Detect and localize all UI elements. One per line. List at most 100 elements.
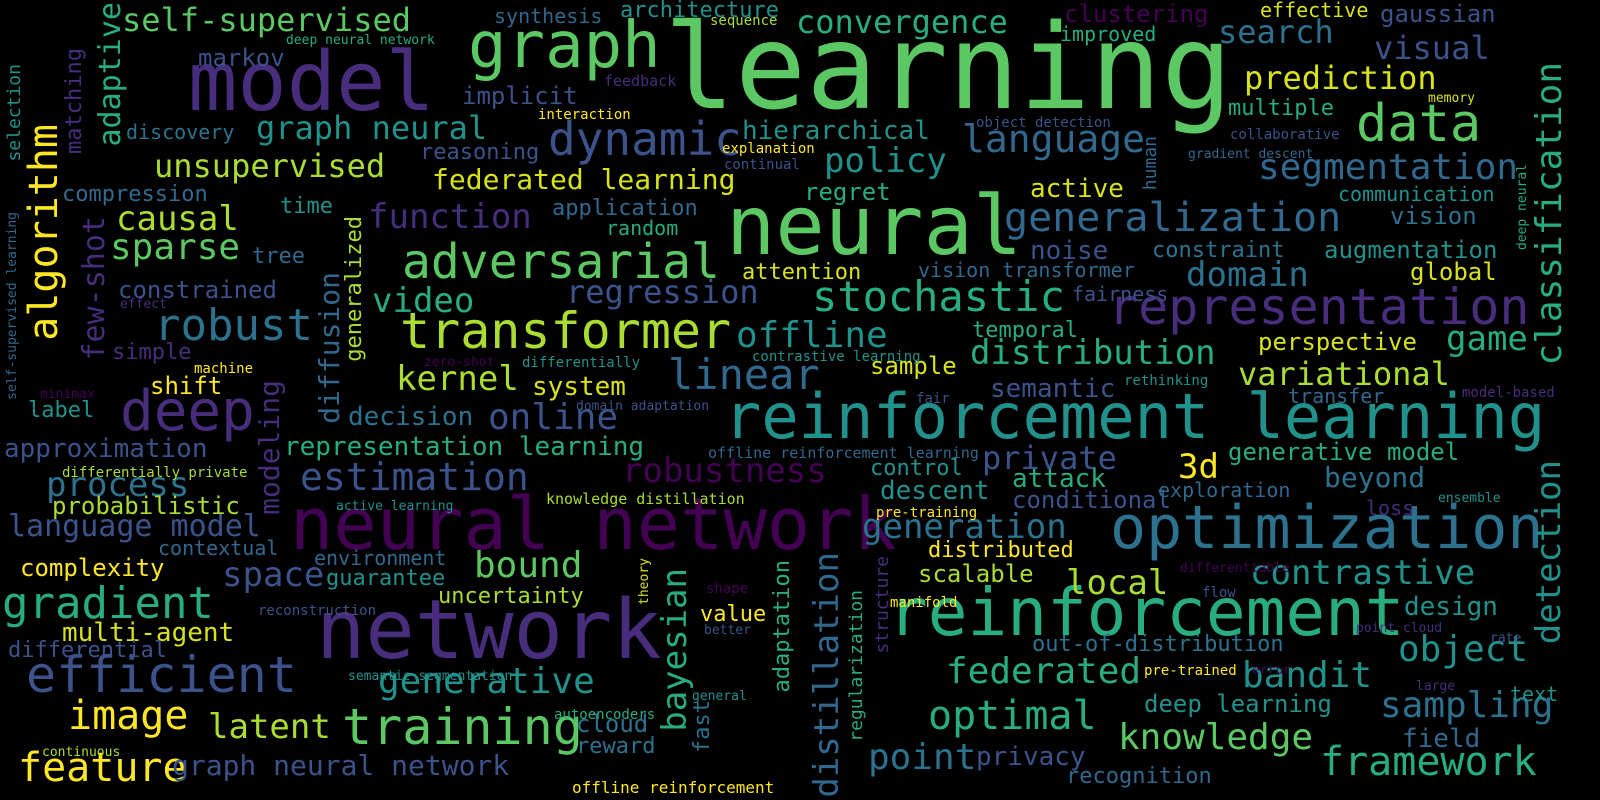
word-fast: fast bbox=[690, 700, 715, 753]
word-clustering: clustering bbox=[1064, 0, 1209, 28]
word-simple: simple bbox=[112, 340, 192, 365]
word-explanation: explanation bbox=[722, 141, 815, 157]
word-model: model bbox=[188, 35, 435, 130]
word-loss: loss bbox=[1366, 496, 1415, 520]
word-guarantee: guarantee bbox=[326, 566, 446, 591]
word-sparse: sparse bbox=[110, 227, 241, 268]
word-vision: vision bbox=[1390, 202, 1477, 230]
word-privacy: privacy bbox=[976, 742, 1086, 772]
word-knowledge: knowledge bbox=[1118, 717, 1314, 758]
word-graph-neural-network: graph neural network bbox=[172, 749, 510, 782]
word-self-supervised: self-supervised bbox=[122, 1, 411, 39]
word-transformer: transformer bbox=[400, 302, 732, 360]
word-object: object bbox=[1398, 629, 1529, 670]
word-modeling: modeling bbox=[253, 380, 286, 515]
word-video: video bbox=[372, 281, 475, 321]
word-attack: attack bbox=[1012, 464, 1106, 494]
word-optimal: optimal bbox=[928, 693, 1097, 739]
word-constrained: constrained bbox=[118, 276, 277, 304]
word-image: image bbox=[68, 693, 189, 739]
word-language-model: language model bbox=[8, 509, 261, 544]
word-multiple: multiple bbox=[1228, 96, 1334, 121]
word-deep: deep bbox=[120, 379, 255, 444]
word-time: time bbox=[280, 194, 333, 219]
word-interaction: interaction bbox=[538, 107, 631, 123]
word-deep-neural: deep neural bbox=[1515, 164, 1530, 251]
word-active: active bbox=[1030, 174, 1124, 204]
word-adaptation: adaptation bbox=[770, 560, 795, 693]
word-differentially: differentially bbox=[522, 355, 641, 371]
word-design: design bbox=[1404, 592, 1498, 622]
word-better: better bbox=[704, 623, 751, 638]
word-generalization: generalization bbox=[1004, 195, 1342, 241]
word-application: application bbox=[552, 196, 698, 221]
word-sample: sample bbox=[870, 352, 957, 380]
word-dynamic: dynamic bbox=[548, 112, 742, 166]
word-multi-agent: multi-agent bbox=[62, 618, 235, 648]
word-learning: learning bbox=[664, 0, 1233, 136]
word-local: local bbox=[1066, 563, 1169, 603]
word-system: system bbox=[532, 372, 626, 402]
word-federated: federated bbox=[946, 651, 1142, 692]
word-diffusion: diffusion bbox=[313, 272, 346, 424]
word-probabilistic: probabilistic bbox=[52, 492, 240, 520]
word-augmentation: augmentation bbox=[1324, 236, 1498, 264]
word-reasoning: reasoning bbox=[420, 140, 540, 165]
word-3d: 3d bbox=[1178, 447, 1219, 487]
word-recognition: recognition bbox=[1066, 764, 1212, 789]
word-random: random bbox=[606, 216, 679, 240]
word-attention: attention bbox=[742, 260, 862, 285]
word-unsupervised: unsupervised bbox=[154, 147, 386, 185]
word-flow: flow bbox=[1202, 585, 1236, 601]
word-detection: detection bbox=[1529, 460, 1569, 645]
word-decision: decision bbox=[348, 402, 474, 432]
word-pre-training: pre-training bbox=[876, 505, 978, 521]
word-vision-transformer: vision transformer bbox=[918, 258, 1135, 282]
word-variational: variational bbox=[1238, 355, 1450, 393]
word-fair: fair bbox=[916, 391, 950, 407]
word-ensemble: ensemble bbox=[1438, 491, 1501, 506]
word-semantic-segmentation: semantic segmentation bbox=[348, 669, 513, 684]
word-network: network bbox=[316, 583, 662, 678]
word-regret: regret bbox=[804, 178, 891, 206]
word-domain-adaptation: domain adaptation bbox=[576, 399, 710, 414]
word-kernel: kernel bbox=[396, 359, 519, 399]
word-environment: environment bbox=[314, 546, 447, 570]
word-implicit: implicit bbox=[462, 82, 578, 110]
word-generative: generative bbox=[378, 661, 595, 702]
word-distribution: distribution bbox=[970, 333, 1216, 373]
word-convergence: convergence bbox=[796, 3, 1008, 41]
word-efficient: efficient bbox=[26, 646, 297, 704]
word-bayesian: bayesian bbox=[655, 568, 695, 732]
word-global: global bbox=[1410, 258, 1497, 286]
word-noise: noise bbox=[1030, 236, 1109, 266]
word-theory: theory bbox=[637, 558, 652, 605]
word-latent: latent bbox=[208, 707, 331, 747]
word-regularization: regularization bbox=[846, 590, 867, 742]
word-adversarial: adversarial bbox=[402, 234, 720, 290]
word-descent: descent bbox=[880, 476, 990, 506]
word-classification: classification bbox=[1529, 62, 1570, 366]
word-manifold: manifold bbox=[890, 595, 958, 611]
word-gradient-descent: gradient descent bbox=[1188, 147, 1314, 162]
word-distillation: distillation bbox=[807, 552, 847, 798]
word-transfer: transfer bbox=[1288, 384, 1385, 408]
word-reward: reward bbox=[576, 734, 656, 759]
word-algorithm: algorithm bbox=[21, 124, 67, 341]
word-neural: neural bbox=[726, 179, 1023, 274]
word-deep-neural-network: deep neural network bbox=[286, 33, 435, 48]
word-reinforcement: reinforcement bbox=[888, 574, 1405, 651]
word-continuous: continuous bbox=[42, 745, 121, 760]
word-offline-reinforcement-learning: offline reinforcement learning bbox=[708, 444, 979, 462]
word-minimax: minimax bbox=[40, 387, 95, 402]
word-hierarchical: hierarchical bbox=[742, 116, 930, 146]
word-few-shot: few-shot bbox=[77, 216, 112, 361]
word-contrastive-learning: contrastive learning bbox=[752, 349, 921, 365]
word-gradient: gradient bbox=[2, 578, 214, 629]
word-effective: effective bbox=[1260, 0, 1369, 22]
word-space: space bbox=[222, 555, 325, 595]
word-training: training bbox=[342, 698, 583, 756]
word-selection: selection bbox=[4, 64, 25, 162]
word-prediction: prediction bbox=[1244, 59, 1437, 97]
word-beyond: beyond bbox=[1324, 461, 1426, 494]
